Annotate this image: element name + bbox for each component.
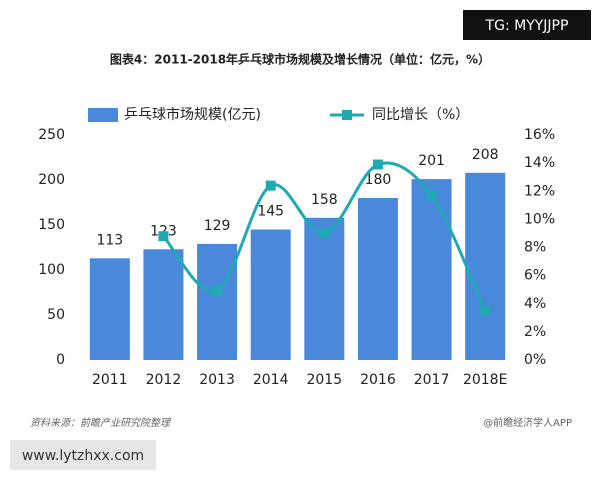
bar bbox=[250, 229, 291, 360]
line-marker bbox=[212, 286, 223, 297]
y2-tick-label: 4% bbox=[524, 296, 546, 312]
line-marker bbox=[319, 228, 330, 239]
y2-tick-label: 10% bbox=[524, 211, 555, 227]
bar bbox=[357, 198, 398, 360]
data-label: 145 bbox=[257, 204, 284, 220]
watermark: www.lytzhxx.com bbox=[22, 448, 144, 464]
x-tick-label: 2014 bbox=[253, 372, 289, 388]
y-tick-label: 50 bbox=[47, 307, 65, 323]
y-tick-label: 250 bbox=[38, 127, 65, 143]
watermark-box bbox=[463, 10, 591, 40]
bar bbox=[411, 179, 452, 360]
data-label: 158 bbox=[311, 192, 338, 208]
data-label: 129 bbox=[204, 218, 231, 234]
legend-label: 同比增长（%） bbox=[372, 107, 469, 123]
bar bbox=[304, 217, 345, 360]
x-tick-label: 2016 bbox=[360, 372, 396, 388]
credit: @前瞻经济学人APP bbox=[483, 416, 572, 429]
bar bbox=[143, 249, 184, 360]
y-tick-label: 100 bbox=[38, 262, 65, 278]
y2-tick-label: 16% bbox=[524, 127, 555, 143]
line-marker bbox=[372, 159, 383, 170]
legend-swatch bbox=[342, 110, 352, 120]
legend-swatch bbox=[88, 108, 118, 122]
y-tick-label: 200 bbox=[38, 172, 65, 188]
source: 资料来源：前瞻产业研究院整理 bbox=[30, 417, 172, 429]
y-tick-label: 0 bbox=[56, 352, 65, 368]
x-tick-label: 2017 bbox=[414, 372, 450, 388]
y2-tick-label: 8% bbox=[524, 240, 546, 256]
line-marker bbox=[480, 305, 491, 316]
y2-tick-label: 0% bbox=[524, 352, 546, 368]
data-label: 180 bbox=[365, 172, 392, 188]
line-marker bbox=[265, 180, 276, 191]
x-tick-label: 2011 bbox=[92, 372, 128, 388]
y2-tick-label: 2% bbox=[524, 324, 546, 340]
x-tick-label: 2018E bbox=[463, 372, 507, 388]
y-tick-label: 150 bbox=[38, 217, 65, 233]
watermark-box bbox=[10, 440, 156, 470]
y2-tick-label: 6% bbox=[524, 268, 546, 284]
x-tick-label: 2012 bbox=[146, 372, 182, 388]
line-marker bbox=[158, 231, 169, 242]
legend-label: 乒乓球市场规模(亿元) bbox=[124, 106, 261, 123]
x-tick-label: 2013 bbox=[199, 372, 235, 388]
bar bbox=[197, 243, 238, 360]
bar bbox=[89, 258, 130, 360]
data-label: 208 bbox=[472, 147, 499, 163]
chart-title: 图表4：2011-2018年乒乓球市场规模及增长情况（单位：亿元，%） bbox=[110, 52, 490, 67]
bar bbox=[465, 172, 506, 360]
y2-tick-label: 14% bbox=[524, 155, 555, 171]
line-marker bbox=[426, 190, 437, 201]
data-label: 113 bbox=[96, 232, 123, 248]
y2-tick-label: 12% bbox=[524, 183, 555, 199]
x-tick-label: 2015 bbox=[306, 372, 342, 388]
watermark: TG: MYYJJPP bbox=[485, 18, 569, 34]
data-label: 201 bbox=[418, 153, 445, 169]
